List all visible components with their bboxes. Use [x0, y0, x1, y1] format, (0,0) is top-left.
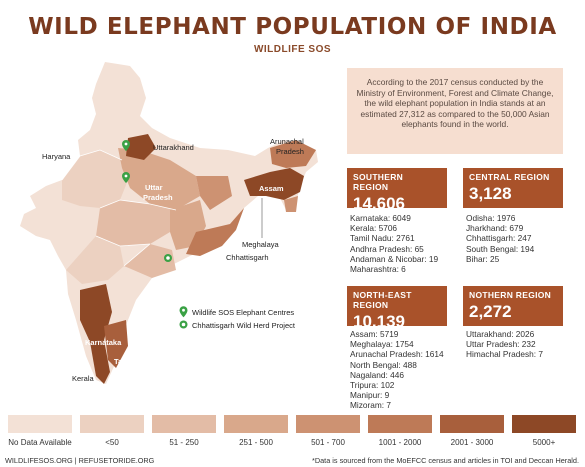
legend-swatch: [8, 415, 72, 433]
list-item: Uttarakhand: 2026: [466, 329, 535, 339]
list-item: Assam: 5719: [350, 329, 399, 339]
list-item: Tamil Nadu: 2761: [350, 233, 415, 244]
list-item: Odisha: 1976: [466, 213, 516, 223]
census-info-box: According to the 2017 census conducted b…: [347, 68, 563, 154]
list-item: Kerala: 5706: [350, 223, 398, 234]
label-haryana: Haryana: [42, 152, 71, 161]
list-item: Karnataka: 6049: [350, 213, 411, 223]
list-item: Bihar: 25: [466, 253, 500, 264]
legend-swatch: [512, 415, 576, 433]
legend-label: 501 - 700: [311, 438, 345, 447]
legend-swatch: [368, 415, 432, 433]
list-item: Arunachal Pradesh: 1614: [350, 349, 444, 360]
northeast-region-box: NORTH-EAST REGION 10,139: [347, 286, 447, 331]
footer-source-note: *Data is sourced from the MoEFCC census …: [312, 456, 579, 465]
label-tamil-nadu-2: Nadu: [115, 367, 134, 376]
legend-label: <50: [105, 438, 119, 447]
key-herd-label: Chhattisgarh Wild Herd Project: [192, 321, 295, 330]
location-pin-icon: [122, 172, 130, 183]
label-arunachal-1: Arunachal: [270, 137, 304, 146]
list-item: South Bengal: 194: [466, 243, 535, 254]
central-region-name: CENTRAL REGION: [469, 172, 550, 182]
list-item: Uttar Pradesh: 232: [466, 339, 536, 350]
india-map: [20, 62, 318, 384]
list-item: Tripura: 102: [350, 380, 395, 391]
list-item: Chhattisgarh: 247: [466, 233, 532, 244]
central-region-total: 3,128: [469, 184, 512, 203]
legend-swatch: [224, 415, 288, 433]
northeast-region-list: Assam: 5719 Meghalaya: 1754 Arunachal Pr…: [350, 329, 444, 411]
central-region-box: CENTRAL REGION 3,128: [463, 168, 563, 208]
key-centres-label: Wildlife SOS Elephant Centres: [192, 308, 295, 317]
list-item: Manipur: 9: [350, 390, 390, 401]
southern-region-list: Karnataka: 6049 Kerala: 5706 Tamil Nadu:…: [350, 213, 438, 274]
northeast-region-name: NORTH-EAST REGION: [353, 290, 412, 310]
legend-label: 5000+: [532, 438, 556, 447]
page-subtitle: WILDLIFE SOS: [253, 44, 332, 55]
northeast-region-total: 10,139: [353, 312, 405, 331]
label-kerala: Kerala: [72, 374, 94, 383]
footer-links: WILDLIFESOS.ORG | REFUSETORIDE.ORG: [5, 456, 155, 465]
label-tamil-nadu-1: Tamil: [114, 357, 134, 366]
target-dot-icon: [179, 320, 188, 329]
label-meghalaya: Meghalaya: [242, 240, 279, 249]
southern-region-total: 14,606: [353, 194, 405, 213]
legend-label: 2001 - 3000: [450, 438, 494, 447]
southern-region-box: SOUTHERN REGION 14,606: [347, 168, 447, 213]
northern-region-name: NOTHERN REGION: [469, 290, 552, 300]
northern-region-box: NOTHERN REGION 2,272: [463, 286, 563, 326]
location-pin-icon: [179, 306, 188, 318]
legend-swatch: [296, 415, 360, 433]
list-item: Meghalaya: 1754: [350, 339, 414, 350]
label-uttar-pradesh-1: Uttar: [145, 183, 163, 192]
label-assam: Assam: [259, 184, 284, 193]
legend-label: No Data Available: [8, 438, 72, 447]
central-region-list: Odisha: 1976 Jharkhand: 679 Chhattisgarh…: [466, 213, 534, 264]
southern-region-name: SOUTHERN REGION: [353, 172, 404, 192]
label-chhattisgarh: Chhattisgarh: [226, 253, 269, 262]
legend-swatch: [440, 415, 504, 433]
list-item: Jharkhand: 679: [466, 223, 524, 234]
list-item: Andhra Pradesh: 65: [350, 243, 424, 254]
list-item: Mizoram: 7: [350, 400, 392, 411]
list-item: Maharashtra: 6: [350, 264, 406, 275]
legend-label: 251 - 500: [239, 438, 273, 447]
list-item: North Bengal: 488: [350, 359, 417, 370]
list-item: Andaman & Nicobar: 19: [350, 253, 439, 264]
northern-region-list: Uttarakhand: 2026 Uttar Pradesh: 232 Him…: [466, 329, 543, 360]
label-uttar-pradesh-2: Pradesh: [143, 193, 173, 202]
label-karnataka: Karnataka: [85, 338, 122, 347]
target-dot-icon: [164, 254, 172, 262]
page-title: WILD ELEPHANT POPULATION OF INDIA: [28, 14, 557, 40]
label-uttarakhand: Uttarakhand: [153, 143, 194, 152]
northern-region-total: 2,272: [469, 302, 512, 321]
legend-label: 51 - 250: [169, 438, 199, 447]
legend-label: 1001 - 2000: [378, 438, 422, 447]
list-item: Himachal Pradesh: 7: [466, 349, 544, 360]
label-odisha: Odisha: [199, 262, 225, 271]
location-pin-icon: [122, 140, 130, 151]
label-arunachal-2: Pradesh: [276, 147, 304, 156]
legend-swatch: [152, 415, 216, 433]
list-item: Nagaland: 446: [350, 369, 404, 380]
legend-swatch: [80, 415, 144, 433]
